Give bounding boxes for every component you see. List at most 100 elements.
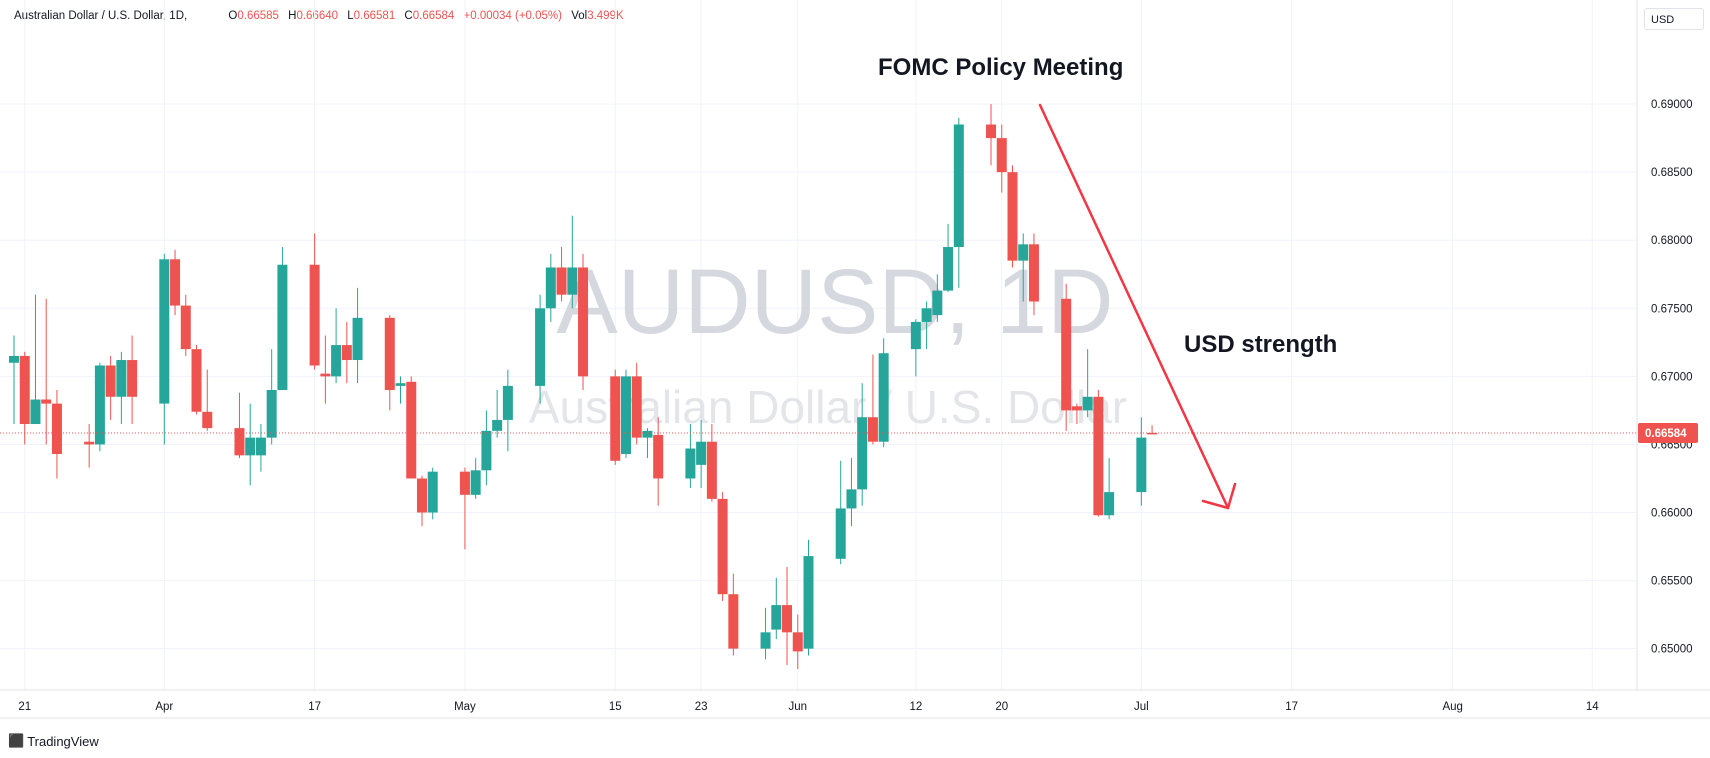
- candle: [717, 492, 728, 602]
- price-axis[interactable]: 0.690000.685000.680000.675000.670000.665…: [1651, 99, 1693, 656]
- candle-body: [9, 355, 19, 363]
- y-tick-label: 0.66000: [1651, 508, 1693, 520]
- candle: [492, 389, 503, 438]
- candle-body: [320, 373, 331, 377]
- y-tick-label: 0.67000: [1651, 371, 1693, 383]
- candle: [395, 376, 406, 404]
- annotation-fomc: FOMC Policy Meeting: [878, 54, 1123, 81]
- candle-body: [245, 437, 256, 456]
- candle-body: [105, 365, 116, 397]
- candle: [127, 335, 138, 425]
- grid: [0, 0, 1637, 690]
- candle-body: [653, 434, 664, 479]
- candle-body: [760, 632, 771, 649]
- candle-body: [395, 383, 406, 386]
- candle: [9, 335, 19, 425]
- candle: [631, 362, 642, 445]
- high-value: 0.66640: [296, 10, 339, 22]
- candle: [610, 369, 621, 465]
- candle-body: [406, 381, 417, 479]
- tradingview-logo-icon: ⬛: [8, 733, 24, 748]
- y-tick-label: 0.68000: [1651, 235, 1693, 247]
- candle-body: [1082, 396, 1093, 411]
- candle: [545, 253, 556, 322]
- y-tick-label: 0.68500: [1651, 167, 1693, 179]
- annotation-arrow-head: [1201, 482, 1237, 510]
- candle-body: [1018, 244, 1029, 261]
- candle-body: [331, 345, 342, 377]
- candle: [782, 566, 793, 665]
- candle-body: [234, 428, 245, 456]
- candle-body: [782, 605, 793, 633]
- tradingview-logo[interactable]: ⬛ TradingView: [8, 733, 99, 749]
- x-tick-label: 14: [1586, 701, 1599, 713]
- candle-body: [427, 471, 438, 513]
- candle-body: [459, 471, 470, 495]
- candle-body: [878, 353, 889, 442]
- candle: [620, 369, 631, 459]
- candle: [116, 351, 127, 425]
- x-tick-label: 23: [695, 701, 708, 713]
- candle: [803, 539, 814, 656]
- candle-body: [728, 594, 739, 649]
- candle-body: [556, 267, 567, 295]
- open-value: 0.66585: [237, 10, 279, 22]
- candle-body: [631, 376, 642, 438]
- candle: [234, 392, 245, 459]
- candle-body: [578, 267, 589, 377]
- candle: [481, 410, 492, 486]
- candle-body: [309, 264, 320, 366]
- volume-label: Vol: [571, 10, 588, 22]
- candle: [910, 319, 921, 377]
- x-tick-label: 17: [308, 701, 321, 713]
- candle: [1082, 349, 1093, 418]
- candle: [84, 424, 95, 468]
- open-label: O: [228, 10, 238, 22]
- candle: [567, 215, 578, 309]
- x-tick-label: May: [454, 701, 476, 713]
- candle-body: [846, 489, 857, 509]
- candle-body: [1136, 437, 1147, 493]
- last-price: 0.66584: [0, 423, 1698, 444]
- candle-body: [352, 317, 363, 361]
- candle-body: [277, 264, 288, 390]
- candle-body: [986, 124, 997, 139]
- candle: [470, 458, 481, 499]
- candle-body: [416, 478, 427, 513]
- candle: [255, 424, 266, 472]
- candle-body: [921, 308, 932, 322]
- candle: [320, 335, 331, 404]
- candle-body: [1007, 172, 1018, 261]
- candle-body: [51, 403, 62, 454]
- time-axis[interactable]: 21 Apr 17 May 15 23 Jun 12 20 Jul 17 Aug 14: [18, 701, 1599, 713]
- candle-body: [255, 437, 266, 456]
- candle-body: [1071, 406, 1082, 411]
- candle: [943, 223, 954, 292]
- candle: [857, 383, 868, 506]
- candle: [953, 117, 964, 288]
- candle: [94, 362, 105, 452]
- tradingview-brand: TradingView: [27, 733, 99, 749]
- annotation-arrow-line: [1038, 103, 1230, 510]
- x-tick-label: 12: [909, 701, 922, 713]
- candle: [642, 428, 653, 459]
- candle-body: [545, 267, 556, 309]
- x-tick-label: Aug: [1442, 701, 1462, 713]
- candle-body: [127, 360, 138, 397]
- candle: [921, 301, 932, 350]
- candle-body: [180, 305, 191, 350]
- candle: [535, 294, 546, 404]
- candle: [331, 308, 342, 384]
- low-value: 0.66581: [353, 10, 396, 22]
- candle: [502, 369, 513, 452]
- candle-body: [835, 508, 846, 559]
- candle-body: [642, 430, 653, 438]
- x-tick-label: 21: [18, 701, 31, 713]
- candle: [792, 614, 803, 670]
- candle-body: [610, 376, 621, 461]
- candle-body: [706, 441, 717, 499]
- currency-button[interactable]: USD: [1644, 8, 1704, 30]
- x-tick-label: Jun: [788, 701, 807, 713]
